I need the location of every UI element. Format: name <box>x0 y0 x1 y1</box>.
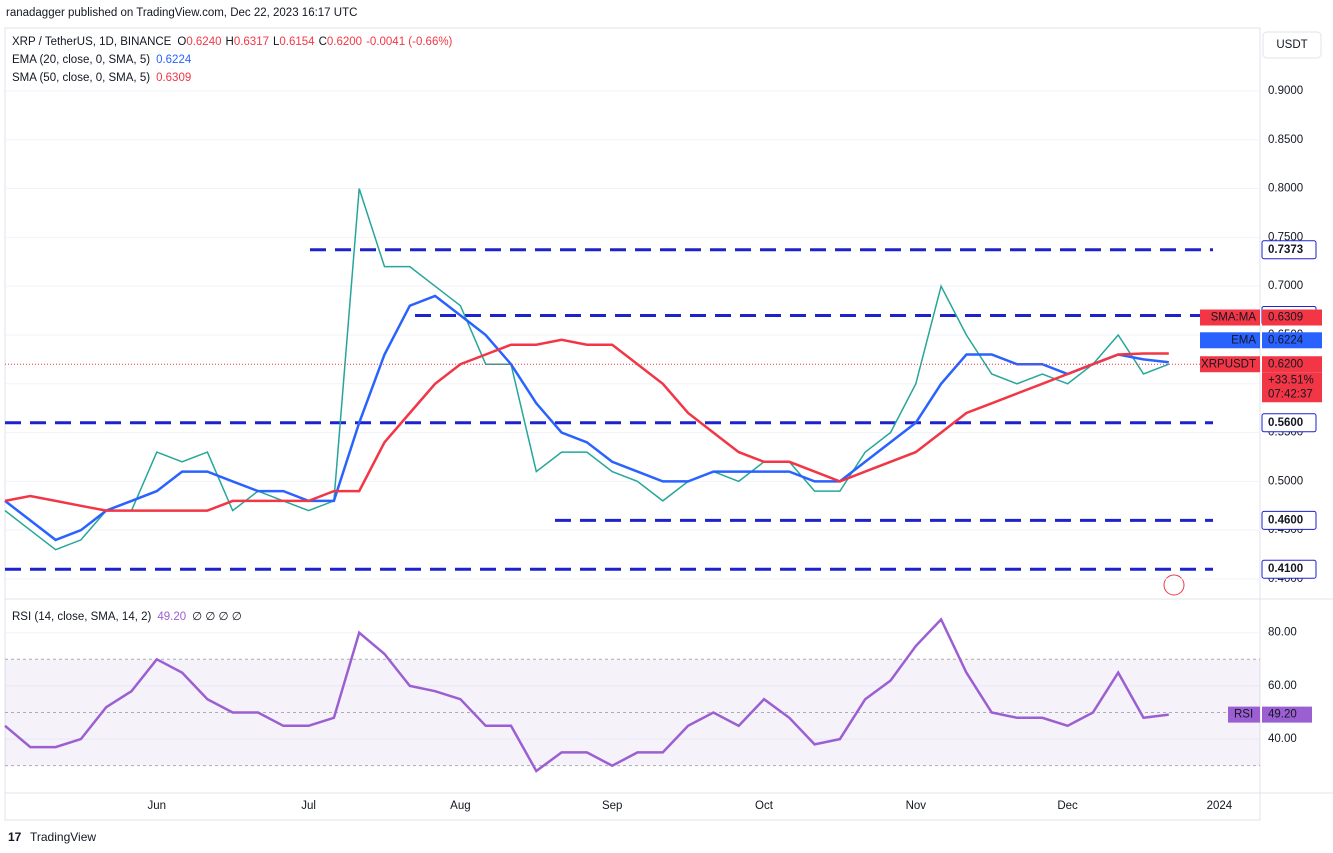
rsi-tag-name <box>1228 706 1260 723</box>
sma-legend: SMA (50, close, 0, SMA, 5) 0.6309 <box>12 72 191 84</box>
price-tag-name <box>1200 309 1260 326</box>
series-line <box>4 188 1170 551</box>
x-tick-label: Dec <box>1057 800 1078 812</box>
price-tag <box>1262 309 1322 326</box>
y-tick-label: 40.00 <box>1268 733 1297 745</box>
rsi-tag-value: 49.20 <box>1268 709 1297 721</box>
rsi-name: RSI (14, close, SMA, 14, 2) <box>12 611 152 623</box>
price-tag-value: 0.6200 <box>1268 358 1303 370</box>
level-tag <box>1261 510 1317 530</box>
level-label: 0.4100 <box>1268 563 1303 575</box>
x-tick-label: Sep <box>602 800 622 812</box>
level-label: 0.5600 <box>1268 417 1303 429</box>
rsi-value: 49.20 <box>157 611 186 623</box>
level-label: 0.7373 <box>1268 244 1303 256</box>
rsi-extra: ∅ ∅ ∅ ∅ <box>192 611 242 623</box>
level-tag <box>1261 413 1317 433</box>
currency-button[interactable] <box>1262 31 1322 59</box>
sma-value: 0.6309 <box>156 72 191 84</box>
x-tick-label: 2024 <box>1207 800 1233 812</box>
y-tick-label: 0.8500 <box>1268 134 1303 146</box>
price-tag-name-text: SMA:MA <box>1211 312 1257 324</box>
price-tag <box>1262 332 1322 349</box>
x-tick-label: Aug <box>450 800 470 812</box>
currency: USDT <box>1276 39 1307 51</box>
ema-name: EMA (20, close, 0, SMA, 5) <box>12 54 150 66</box>
logo-mark: 17 <box>8 830 22 844</box>
series-line <box>4 617 1169 773</box>
published-line: ranadagger published on TradingView.com,… <box>6 7 357 19</box>
close: 0.6200 <box>327 36 362 48</box>
change: -0.0041 (-0.66%) <box>366 36 452 48</box>
y-tick-label: 0.8000 <box>1268 183 1303 195</box>
alert-icon[interactable] <box>1163 574 1185 596</box>
price-tag <box>1262 356 1322 373</box>
o-label: O <box>177 36 186 48</box>
y-tick-label: 0.7000 <box>1268 280 1303 292</box>
rsi-tag-name-text: RSI <box>1234 709 1253 721</box>
sma-name: SMA (50, close, 0, SMA, 5) <box>12 72 150 84</box>
price-tag-name <box>1200 332 1260 349</box>
rsi-tag <box>1262 706 1312 723</box>
price-tag-extra <box>1262 372 1322 403</box>
series-line <box>4 338 1169 512</box>
x-tick-label: Oct <box>755 800 774 812</box>
logo: TradingView <box>30 830 96 844</box>
y-tick-label: 0.9000 <box>1268 85 1303 97</box>
countdown: 07:42:37 <box>1268 388 1313 400</box>
ema-value: 0.6224 <box>156 54 192 66</box>
symbol-name: XRP / TetherUS, 1D, BINANCE <box>12 36 172 48</box>
x-tick-label: Jul <box>301 800 316 812</box>
rsi-legend: RSI (14, close, SMA, 14, 2) 49.20 ∅ ∅ ∅ ∅ <box>12 611 242 623</box>
ema-legend: EMA (20, close, 0, SMA, 5) 0.6224 <box>12 54 192 66</box>
x-tick-label: Jun <box>148 800 167 812</box>
price-change: +33.51% <box>1268 374 1314 386</box>
y-tick-label: 60.00 <box>1268 680 1297 692</box>
open: 0.6240 <box>186 36 221 48</box>
x-tick-label: Nov <box>906 800 927 812</box>
l-label: L <box>273 36 280 48</box>
low: 0.6154 <box>279 36 315 48</box>
level-tag <box>1261 559 1317 579</box>
price-tag-value: 0.6224 <box>1268 334 1304 346</box>
price-tag-name-text: EMA <box>1231 334 1256 346</box>
price-tag-name-text: XRPUSDT <box>1201 358 1256 370</box>
level-tag <box>1261 240 1317 260</box>
high: 0.6317 <box>234 36 269 48</box>
h-label: H <box>226 36 234 48</box>
y-tick-label: 80.00 <box>1268 627 1297 639</box>
price-tag-value: 0.6309 <box>1268 312 1303 324</box>
symbol: XRP / TetherUS, 1D, BINANCE O0.6240 H0.631… <box>12 36 453 48</box>
series-line <box>4 294 1169 542</box>
legend: XRP / TetherUS, 1D, BINANCE O0.6240 H0.631… <box>12 36 453 623</box>
c-label: C <box>319 36 327 48</box>
level-label: 0.4600 <box>1268 514 1303 526</box>
y-tick-label: 0.5000 <box>1268 475 1303 487</box>
price-tag-name <box>1200 356 1260 373</box>
